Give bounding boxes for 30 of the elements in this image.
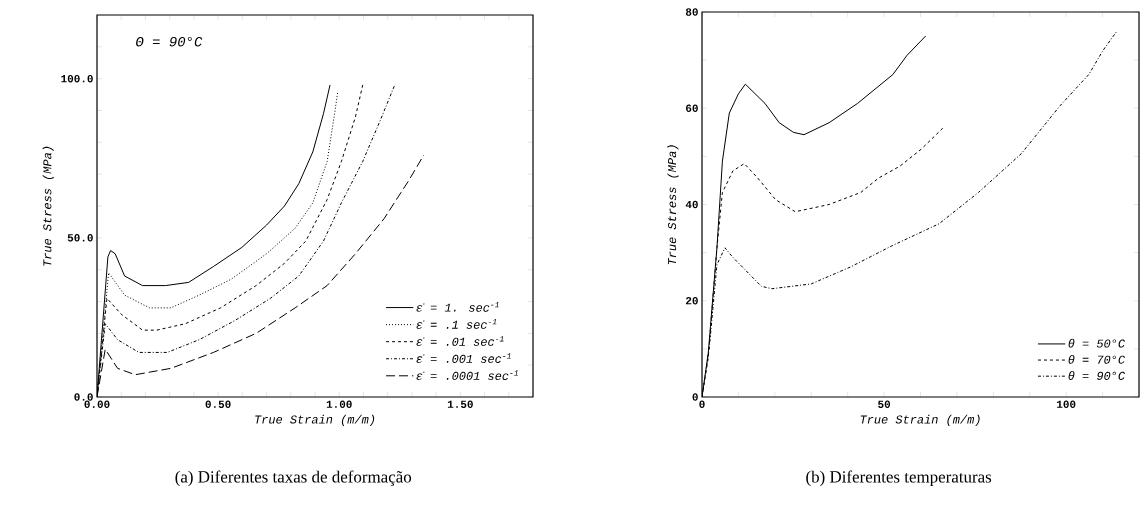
x-tick-label: 0 (699, 400, 705, 408)
y-axis-title: True Stress (MPa) (42, 146, 54, 266)
annotation: Θ = 90°C (136, 37, 203, 47)
x-axis-title: True Strain (m/m) (255, 414, 375, 426)
x-tick-label: 0.00 (84, 400, 110, 408)
x-tick-label: 1.00 (326, 400, 352, 408)
legend-label: ε̇ = .1 sec$^{-1}$ (416, 319, 497, 329)
x-axis-title: True Strain (m/m) (860, 414, 980, 426)
y-tick-label: 80 (685, 8, 698, 16)
legend-label: ε̇ = .0001 sec$^{-1}$ (416, 370, 518, 380)
y-tick-label: 60 (686, 104, 698, 112)
y-tick-label: 40 (685, 200, 698, 209)
x-tick-label: 1.50 (447, 400, 473, 408)
y-tick-label: 0.0 (74, 393, 93, 401)
legend-label: ε̇ = .001 sec$^{-1}$ (416, 353, 511, 363)
y-tick-label: 100.0 (61, 74, 93, 83)
text: (a) Diferentes taxas de deformação (175, 470, 412, 487)
legend-label: θ = 50°C (1068, 338, 1125, 348)
y-tick-label: 20 (685, 297, 698, 305)
x-tick-label: 50 (878, 400, 891, 408)
x-tick-label: 100 (1057, 400, 1076, 408)
legend-label: θ = 90°C (1068, 371, 1125, 380)
y-axis-title: True Stress (MPa) (667, 145, 679, 265)
text: (b) Diferentes temperaturas (806, 470, 992, 487)
legend-label: θ = 70°C (1068, 354, 1125, 364)
legend-label: ε̇ = 1. sec$^{-1}$ (416, 302, 499, 312)
x-tick-label: 0.50 (205, 400, 231, 408)
legend-label: ε̇ = .01 sec$^{-1}$ (416, 336, 504, 346)
y-tick-label: 0 (692, 393, 698, 401)
y-tick-label: 50.0 (67, 234, 93, 242)
